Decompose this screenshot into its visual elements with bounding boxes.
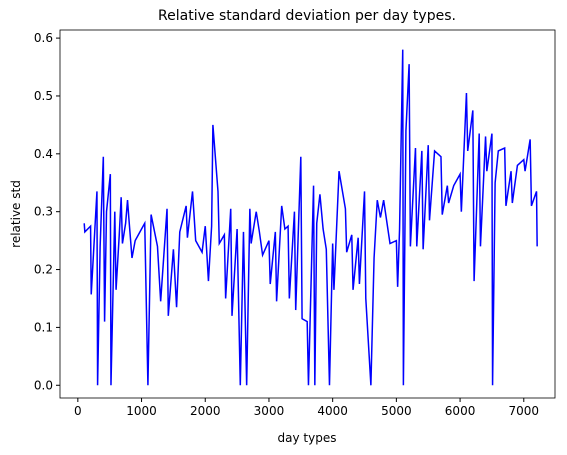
x-tick-label: 4000 bbox=[317, 404, 348, 418]
y-tick-label: 0.6 bbox=[34, 31, 53, 45]
y-tick-label: 0.2 bbox=[34, 263, 53, 277]
x-tick-label: 0 bbox=[74, 404, 82, 418]
data-line bbox=[83, 49, 538, 386]
y-tick-label: 0.4 bbox=[34, 147, 53, 161]
y-tick-label: 0.3 bbox=[34, 205, 53, 219]
y-tick-label: 0.0 bbox=[34, 378, 53, 392]
chart-title: Relative standard deviation per day type… bbox=[158, 8, 456, 24]
x-tick-label: 5000 bbox=[381, 404, 412, 418]
y-axis-label: relative std bbox=[9, 180, 23, 248]
y-tick-label: 0.1 bbox=[34, 320, 53, 334]
x-tick-label: 1000 bbox=[126, 404, 157, 418]
x-tick-label: 7000 bbox=[509, 404, 540, 418]
x-axis-label: day types bbox=[278, 431, 337, 445]
x-tick-label: 3000 bbox=[254, 404, 285, 418]
y-tick-label: 0.5 bbox=[34, 89, 53, 103]
x-tick-label: 6000 bbox=[445, 404, 476, 418]
plot-frame bbox=[59, 29, 556, 399]
x-tick-label: 2000 bbox=[190, 404, 221, 418]
